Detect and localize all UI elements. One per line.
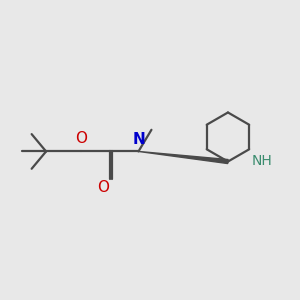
Text: O: O (97, 180, 109, 195)
Text: NH: NH (251, 154, 272, 168)
Text: N: N (133, 132, 146, 147)
Text: O: O (75, 131, 87, 146)
Polygon shape (139, 152, 228, 164)
